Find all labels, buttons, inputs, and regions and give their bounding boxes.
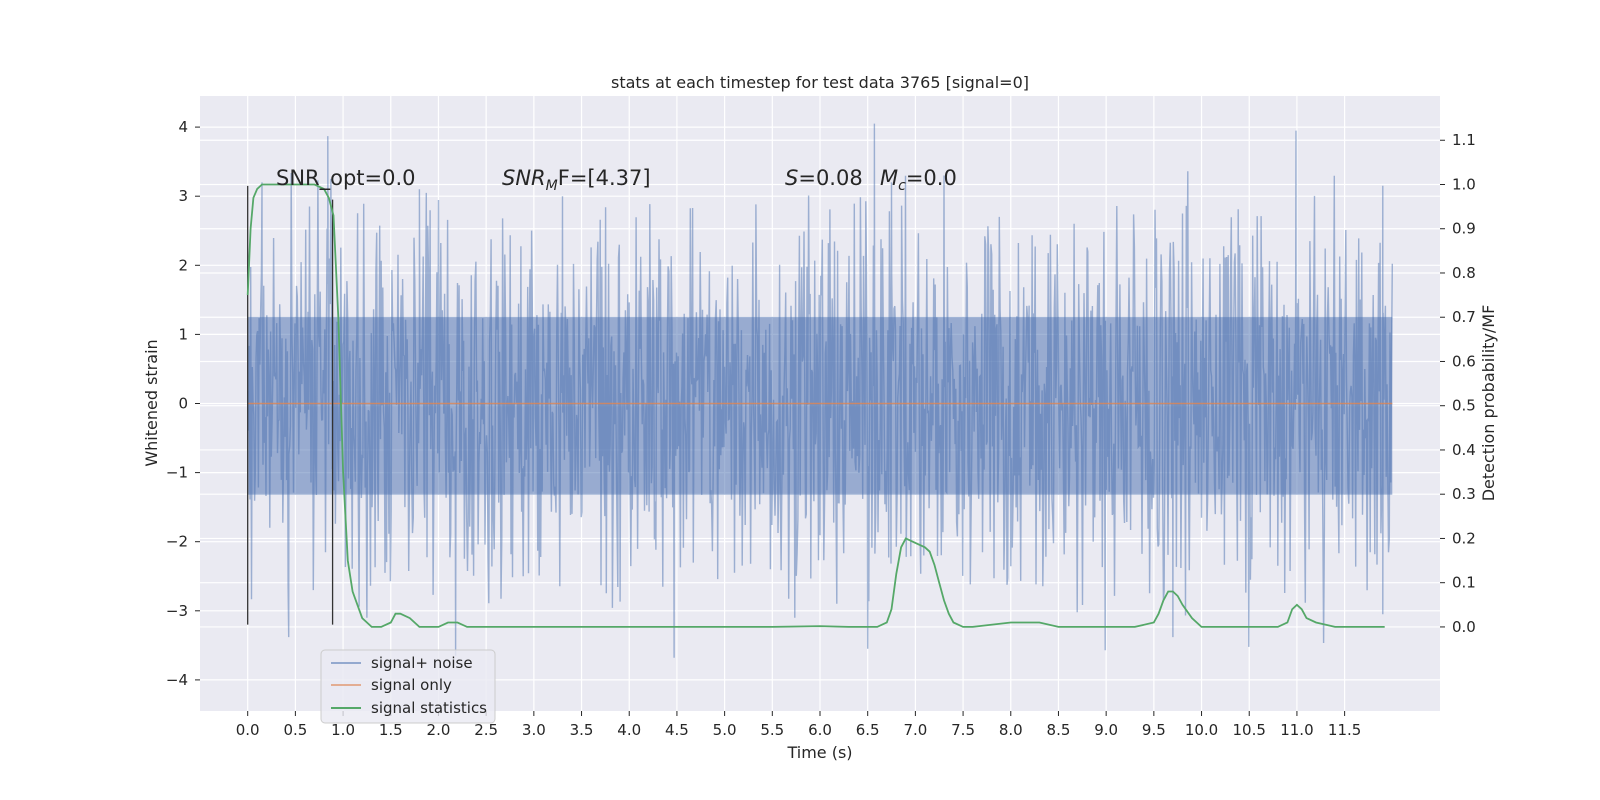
- x-tick-label: 8.0: [999, 721, 1023, 739]
- x-tick-label: 11.0: [1280, 721, 1313, 739]
- x-tick-label: 5.5: [760, 721, 784, 739]
- statistics-line: [246, 183, 1385, 628]
- y-tick-label: 2: [178, 256, 188, 274]
- x-tick-label: 5.0: [713, 721, 737, 739]
- snr-mf-rest: F=[4.37]: [558, 166, 651, 190]
- x-tick-label: 1.5: [379, 721, 403, 739]
- y2-tick-label: 0.6: [1452, 352, 1476, 370]
- annotation-s: S=0.08: [785, 166, 863, 190]
- annotation-mc: Mc=0.0: [880, 166, 957, 194]
- y2-tick-label: 0.3: [1452, 485, 1476, 503]
- annotation-snr-opt: SNR_opt=0.0: [276, 166, 416, 191]
- mc-sub: c: [898, 178, 906, 194]
- x-tick-label: 10.5: [1233, 721, 1266, 739]
- x-tick-label: 1.0: [331, 721, 355, 739]
- x-tick-label: 6.5: [856, 721, 880, 739]
- x-tick-label: 4.5: [665, 721, 689, 739]
- y-tick-label: −1: [166, 464, 188, 482]
- x-tick-label: 9.0: [1094, 721, 1118, 739]
- x-tick-label: 3.5: [570, 721, 594, 739]
- legend-label-statistics: signal statistics: [371, 699, 487, 717]
- x-tick-label: 7.0: [903, 721, 927, 739]
- x-tick-label: 6.0: [808, 721, 832, 739]
- legend: signal+ noise signal only signal statist…: [320, 649, 496, 724]
- y2-tick-label: 1.0: [1452, 175, 1476, 193]
- snr-mf-base: SNR: [502, 166, 546, 190]
- chart-title: stats at each timestep for test data 376…: [611, 73, 1029, 92]
- s-symbol: S: [785, 166, 798, 190]
- x-tick-label: 4.0: [617, 721, 641, 739]
- x-tick-label: 11.5: [1328, 721, 1361, 739]
- y-axis-label: Whitened strain: [142, 339, 161, 466]
- legend-box: [320, 649, 496, 724]
- marker-lines: [247, 185, 334, 625]
- y2-tick-label: 0.2: [1452, 529, 1476, 547]
- x-tick-label: 9.5: [1142, 721, 1166, 739]
- x-tick-label: 2.0: [427, 721, 451, 739]
- noise-line: [247, 123, 1393, 658]
- x-tick-label: 10.0: [1185, 721, 1218, 739]
- annotation-snr-mf: SNRMF=[4.37]: [502, 166, 651, 194]
- noise-series: [247, 123, 1393, 658]
- x-tick-label: 3.0: [522, 721, 546, 739]
- mc-value: =0.0: [906, 166, 957, 190]
- y-axis-ticks: 4 3 2 1 0 −1 −2 −3 −4: [166, 118, 200, 689]
- signal-statistics-series: [246, 183, 1385, 628]
- y2-tick-label: 0.1: [1452, 574, 1476, 592]
- legend-label-noise: signal+ noise: [371, 654, 473, 672]
- y2-axis-label: Detection probability/MF: [1479, 305, 1498, 502]
- y2-tick-label: 0.4: [1452, 441, 1476, 459]
- legend-label-signal-only: signal only: [371, 676, 452, 694]
- y2-tick-label: 0.8: [1452, 264, 1476, 282]
- x-tick-label: 0.0: [236, 721, 260, 739]
- y2-tick-label: 0.9: [1452, 220, 1476, 238]
- y2-tick-label: 0.0: [1452, 618, 1476, 636]
- x-tick-label: 0.5: [283, 721, 307, 739]
- y-tick-label: −4: [166, 671, 188, 689]
- mc-symbol: M: [880, 166, 898, 190]
- x-tick-label: 2.5: [474, 721, 498, 739]
- y2-tick-label: 0.7: [1452, 308, 1476, 326]
- s-value: =0.08: [798, 166, 862, 190]
- y-tick-label: 0: [178, 395, 188, 413]
- y-tick-label: 4: [178, 118, 188, 136]
- y-tick-label: −2: [166, 533, 188, 551]
- y2-tick-label: 1.1: [1452, 131, 1476, 149]
- y-tick-label: 1: [178, 325, 188, 343]
- x-axis-label: Time (s): [786, 743, 852, 762]
- y2-tick-label: 0.5: [1452, 397, 1476, 415]
- x-tick-label: 8.5: [1047, 721, 1071, 739]
- y-tick-label: 3: [178, 187, 188, 205]
- x-axis-ticks: 0.0 0.5 1.0 1.5 2.0 2.5 3.0 3.5 4.0 4.5 5.0 5.5 6.0 6…: [236, 711, 1361, 739]
- y-tick-label: −3: [166, 602, 188, 620]
- snr-mf-sub: M: [546, 178, 558, 194]
- x-tick-label: 7.5: [951, 721, 975, 739]
- y2-axis-ticks: 1.1 1.0 0.9 0.8 0.7 0.6 0.5 0.4 0.3 0.2 0.1 0.0: [1440, 131, 1476, 636]
